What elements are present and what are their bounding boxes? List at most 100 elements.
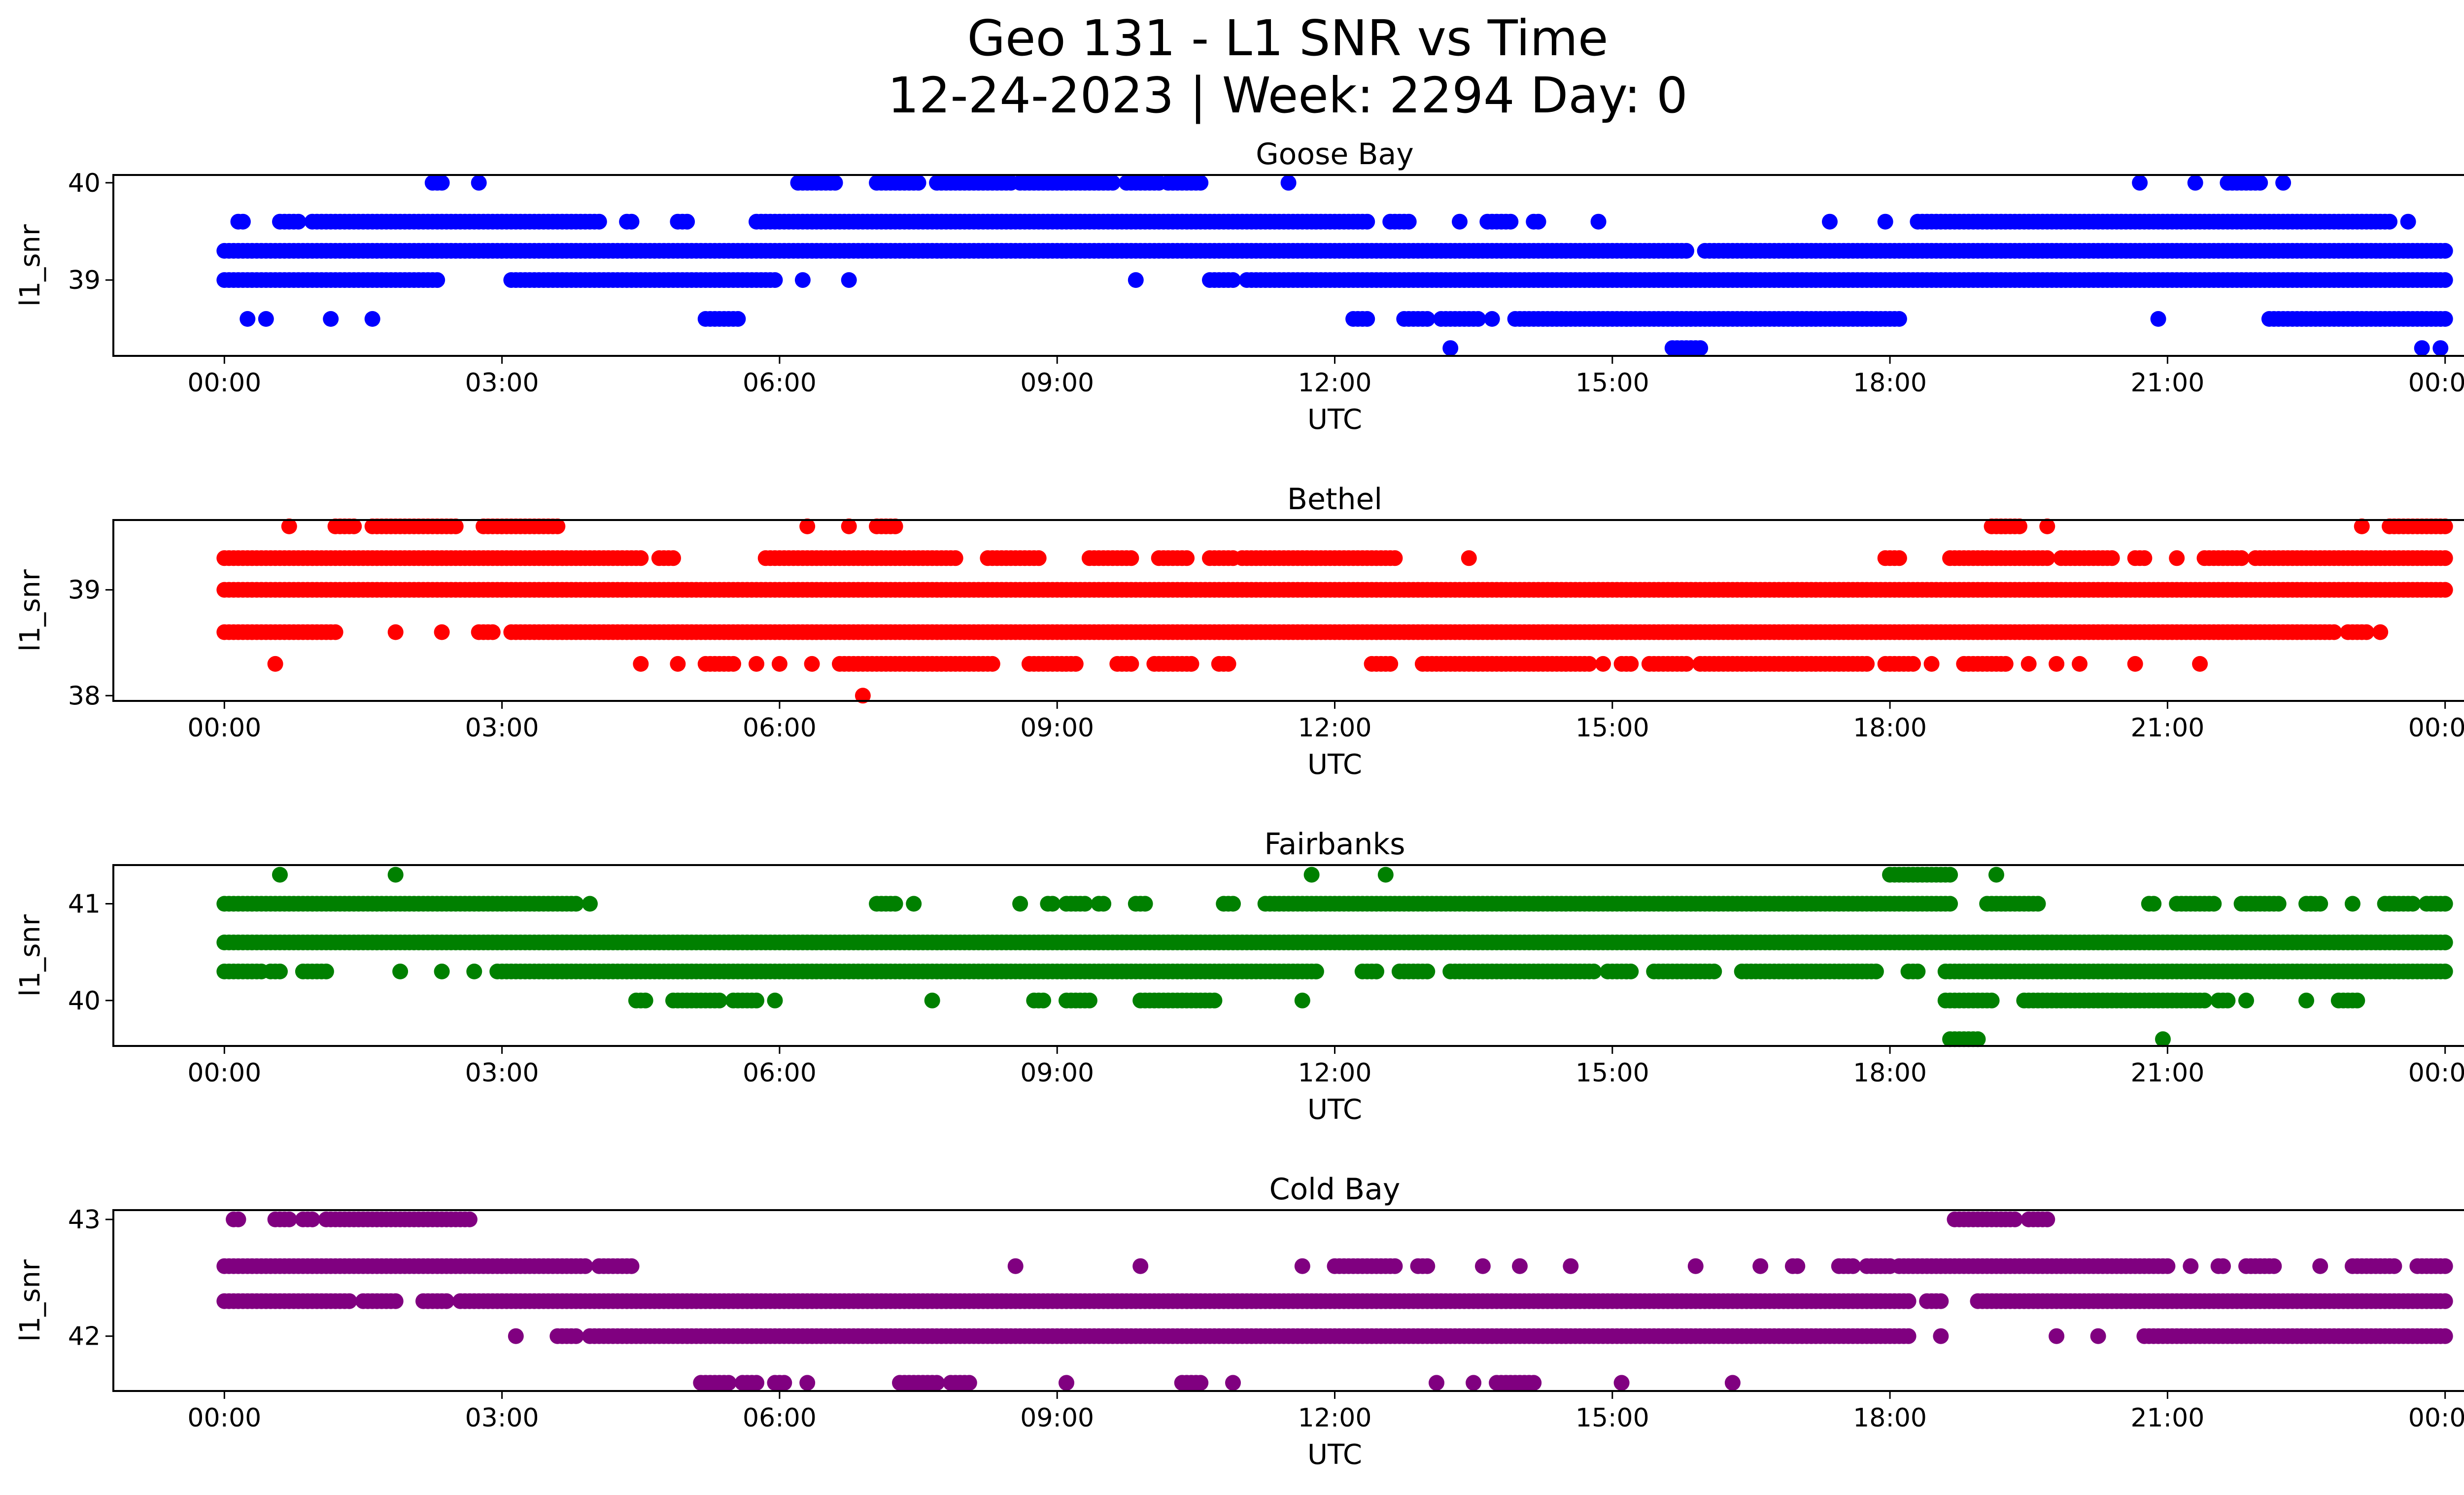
fairbanks-points — [216, 867, 2453, 1047]
data-point — [429, 272, 445, 288]
bethel-y-axis-label: l1_snr — [14, 569, 46, 652]
data-point — [2349, 992, 2365, 1008]
data-point — [1595, 656, 1611, 672]
data-point — [1822, 213, 1838, 230]
data-point — [2372, 624, 2389, 640]
data-point — [947, 550, 963, 566]
data-point — [447, 518, 464, 534]
data-point — [267, 656, 283, 672]
data-point — [2400, 213, 2416, 230]
x-tick-label: 00:00 — [2408, 713, 2464, 743]
x-tick-label: 00:00 — [2408, 1058, 2464, 1088]
data-point — [2437, 963, 2453, 979]
x-tick-label: 00:00 — [187, 368, 261, 398]
data-point — [2266, 1258, 2282, 1274]
data-point — [1123, 550, 1139, 566]
data-point — [1868, 963, 1884, 979]
data-point — [2437, 311, 2453, 327]
data-point — [2326, 624, 2342, 640]
data-point — [799, 518, 816, 534]
data-point — [1303, 867, 1320, 883]
data-point — [725, 656, 741, 672]
y-tick-label: 39 — [68, 266, 101, 295]
data-point — [2127, 656, 2143, 672]
data-point — [1104, 174, 1121, 191]
goose-bay-points — [216, 174, 2453, 356]
data-point — [1193, 174, 1209, 191]
data-point — [327, 624, 343, 640]
x-tick-label: 18:00 — [1853, 1058, 1927, 1088]
data-point — [1484, 311, 1500, 327]
data-point — [1687, 1258, 1704, 1274]
data-point — [1910, 963, 1926, 979]
data-point — [1081, 992, 1097, 1008]
data-point — [2183, 1258, 2199, 1274]
data-point — [2007, 1211, 2023, 1227]
data-point — [2275, 174, 2292, 191]
data-point — [1359, 213, 1375, 230]
data-point — [1123, 656, 1139, 672]
data-point — [230, 1211, 246, 1227]
data-point — [767, 272, 783, 288]
data-point — [2233, 550, 2250, 566]
x-tick-label: 03:00 — [465, 713, 539, 743]
x-tick-label: 18:00 — [1853, 713, 1927, 743]
data-point — [1095, 896, 1112, 912]
goose-bay-y-axis-label: l1_snr — [14, 224, 46, 307]
data-point — [2437, 518, 2453, 534]
data-point — [281, 518, 297, 534]
data-point — [1067, 656, 1084, 672]
data-point — [1891, 311, 1907, 327]
data-point — [2132, 174, 2148, 191]
data-point — [2039, 550, 2055, 566]
data-point — [1581, 656, 1597, 672]
data-point — [1030, 550, 1047, 566]
data-point — [1503, 213, 1519, 230]
data-point — [1382, 656, 1399, 672]
data-point — [767, 992, 783, 1008]
data-point — [2437, 272, 2453, 288]
data-point — [1845, 1258, 1861, 1274]
data-point — [549, 518, 566, 534]
data-point — [281, 1211, 297, 1227]
x-tick-label: 12:00 — [1298, 1058, 1372, 1088]
data-point — [1044, 896, 1061, 912]
x-tick-label: 03:00 — [465, 1058, 539, 1088]
data-point — [1419, 311, 1436, 327]
data-point — [1128, 272, 1144, 288]
data-point — [2049, 656, 2065, 672]
goose-bay-x-axis-label: UTC — [1307, 404, 1362, 436]
x-tick-label: 15:00 — [1575, 713, 1649, 743]
data-point — [749, 992, 764, 1008]
data-point — [2136, 550, 2153, 566]
data-point — [1369, 963, 1384, 979]
y-tick-label: 40 — [68, 986, 101, 1016]
data-point — [1035, 992, 1051, 1008]
x-tick-label: 15:00 — [1575, 368, 1649, 398]
data-point — [434, 624, 450, 640]
data-point — [841, 272, 857, 288]
data-point — [2187, 174, 2203, 191]
data-point — [1387, 550, 1403, 566]
data-point — [461, 1211, 478, 1227]
data-point — [484, 624, 501, 640]
data-point — [2312, 896, 2328, 912]
data-point — [910, 174, 926, 191]
data-point — [387, 1293, 404, 1309]
data-point — [2437, 243, 2453, 259]
data-point — [2238, 992, 2254, 1008]
data-point — [1419, 1258, 1436, 1274]
data-point — [2270, 896, 2287, 912]
data-point — [1923, 656, 1940, 672]
data-point — [2437, 550, 2453, 566]
x-tick-label: 09:00 — [1020, 713, 1094, 743]
data-point — [2039, 1211, 2055, 1227]
data-point — [1997, 656, 2014, 672]
data-point — [1377, 867, 1394, 883]
data-point — [364, 311, 380, 327]
data-point — [2354, 518, 2370, 534]
data-point — [2150, 311, 2166, 327]
data-point — [1530, 213, 1546, 230]
fairbanks-plot-frame — [112, 864, 2464, 1047]
